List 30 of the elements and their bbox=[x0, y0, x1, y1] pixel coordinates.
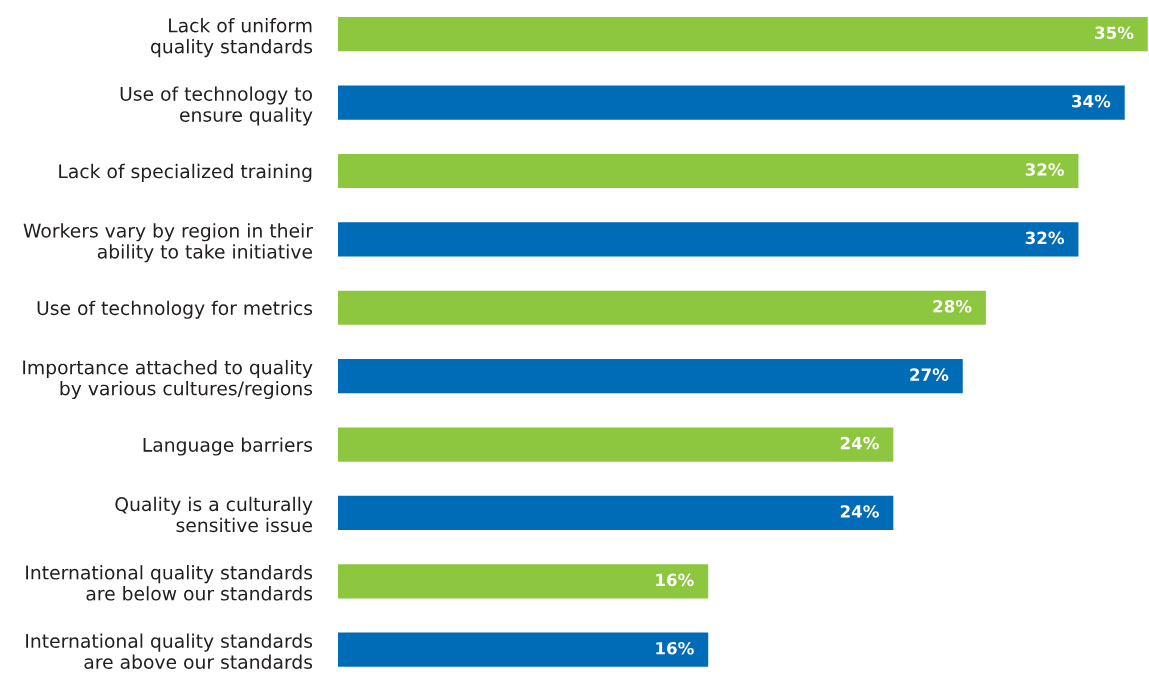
data-label: 34% bbox=[1072, 94, 1111, 108]
bar bbox=[338, 222, 1079, 257]
data-label: 24% bbox=[840, 436, 879, 450]
data-label: 16% bbox=[656, 641, 694, 655]
bar bbox=[338, 153, 1079, 189]
y-tick-label: International quality standards are above our standards bbox=[26, 633, 313, 670]
y-tick-label: Language barriers bbox=[143, 437, 313, 456]
data-label: 32% bbox=[1025, 231, 1065, 245]
y-tick-label: Importance attached to quality by various cultures/regions bbox=[23, 359, 313, 400]
y-tick-label: Use of technology to ensure quality bbox=[120, 86, 313, 126]
bar bbox=[338, 17, 1148, 52]
bar bbox=[338, 495, 894, 531]
y-tick-label: Lack of uniform quality standards bbox=[151, 18, 313, 58]
y-tick-label: International quality standards are below our standards bbox=[26, 565, 313, 601]
y-tick-label: Workers vary by region in their ability to take initiative bbox=[23, 223, 313, 263]
y-tick-label: Use of technology for metrics bbox=[37, 300, 313, 319]
y-tick-label: Lack of specialized training bbox=[59, 163, 312, 182]
data-label: 32% bbox=[1025, 163, 1065, 176]
bar bbox=[338, 359, 963, 394]
bar bbox=[338, 290, 986, 325]
bar bbox=[338, 427, 894, 462]
bar bbox=[338, 564, 709, 599]
data-label: 28% bbox=[933, 299, 972, 313]
data-label: 24% bbox=[840, 505, 879, 518]
data-label: 35% bbox=[1095, 26, 1134, 40]
bar bbox=[338, 85, 1125, 120]
y-tick-label: Quality is a culturally sensitive issue bbox=[115, 496, 313, 533]
data-label: 16% bbox=[656, 573, 694, 587]
data-label: 27% bbox=[910, 368, 949, 381]
bar bbox=[338, 632, 709, 667]
